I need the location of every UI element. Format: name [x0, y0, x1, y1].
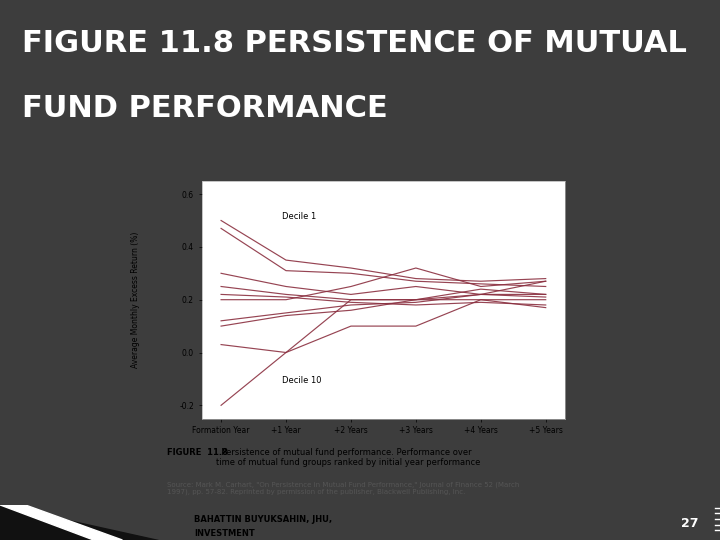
- Text: INVESTMENT: INVESTMENT: [194, 529, 255, 538]
- Text: Persistence of mutual fund performance. Performance over
time of mutual fund gro: Persistence of mutual fund performance. …: [217, 448, 481, 467]
- Text: FUND PERFORMANCE: FUND PERFORMANCE: [22, 94, 387, 123]
- Y-axis label: Average Monthly Excess Return (%): Average Monthly Excess Return (%): [131, 232, 140, 368]
- Text: 27: 27: [681, 517, 698, 530]
- Polygon shape: [0, 505, 158, 540]
- Text: Source: Mark M. Carhart, "On Persistence in Mutual Fund Performance," Journal of: Source: Mark M. Carhart, "On Persistence…: [167, 481, 519, 495]
- Text: Decile 1: Decile 1: [282, 212, 316, 221]
- Text: FIGURE  11.8: FIGURE 11.8: [167, 448, 228, 457]
- Polygon shape: [0, 505, 122, 540]
- Text: BAHATTIN BUYUKSAHIN, JHU,: BAHATTIN BUYUKSAHIN, JHU,: [194, 515, 333, 524]
- Text: FIGURE 11.8 PERSISTENCE OF MUTUAL: FIGURE 11.8 PERSISTENCE OF MUTUAL: [22, 29, 686, 58]
- Text: Decile 10: Decile 10: [282, 376, 321, 384]
